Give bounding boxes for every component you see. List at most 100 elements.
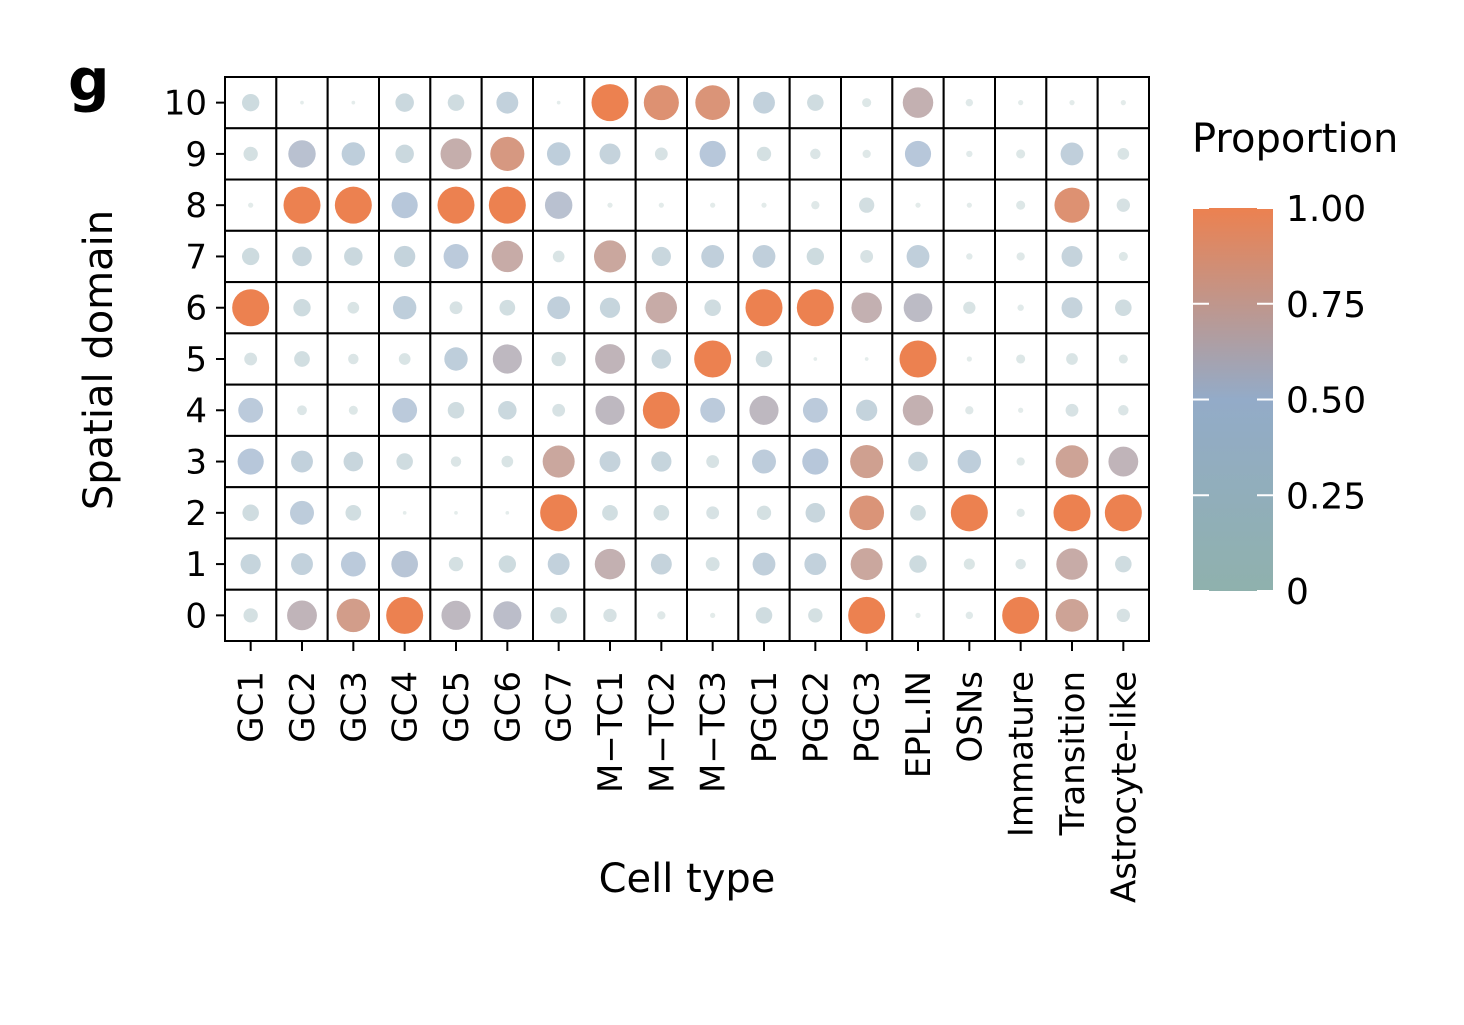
dot-0-PGC2 xyxy=(808,608,823,623)
y-tick-label: 0 xyxy=(185,596,207,636)
dot-8-M−TC2 xyxy=(658,202,664,208)
dot-4-GC7 xyxy=(552,403,566,417)
dot-0-OSNs xyxy=(965,611,974,620)
dot-3-GC3 xyxy=(343,451,364,472)
x-tick-label: M−TC3 xyxy=(694,671,734,793)
dot-0-M−TC2 xyxy=(657,611,666,620)
dot-3-GC4 xyxy=(396,453,413,470)
colorbar-tick-label: 0 xyxy=(1286,572,1309,613)
dot-5-M−TC1 xyxy=(595,344,625,374)
dot-1-M−TC2 xyxy=(650,553,672,575)
dot-8-GC7 xyxy=(544,191,573,219)
dot-1-OSNs xyxy=(963,558,975,570)
dot-7-GC7 xyxy=(552,250,565,263)
dot-1-M−TC1 xyxy=(594,548,626,580)
dot-7-PGC1 xyxy=(752,245,776,268)
grid-cell xyxy=(429,281,483,335)
dot-5-Transition xyxy=(1066,353,1078,365)
dot-5-PGC1 xyxy=(755,350,773,368)
dot-9-Immature xyxy=(1016,149,1026,159)
colorbar-tick-label: 1.00 xyxy=(1286,189,1366,230)
dot-8-M−TC1 xyxy=(607,202,613,208)
x-tick-label: Immature xyxy=(1002,671,1042,837)
dot-10-GC7 xyxy=(556,100,561,105)
y-tick-label: 6 xyxy=(185,289,207,329)
dot-5-EPL.IN xyxy=(899,340,937,378)
grid-cells xyxy=(224,76,1150,643)
dot-6-PGC1 xyxy=(745,289,783,327)
dot-2-GC6 xyxy=(505,510,510,515)
dot-4-GC5 xyxy=(447,401,465,419)
dot-7-GC6 xyxy=(491,240,524,273)
dot-3-Immature xyxy=(1016,457,1025,466)
panel-label: g xyxy=(68,46,110,114)
dot-8-Transition xyxy=(1054,187,1090,223)
dot-9-M−TC2 xyxy=(654,147,668,161)
dot-6-Astrocyte-like xyxy=(1115,299,1132,317)
dot-9-M−TC3 xyxy=(699,140,726,167)
dot-10-M−TC3 xyxy=(695,85,731,120)
dot-3-PGC2 xyxy=(802,448,829,475)
y-tick-label: 7 xyxy=(185,237,207,277)
dot-4-PGC1 xyxy=(749,395,779,425)
dot-6-GC7 xyxy=(547,296,571,320)
dot-6-M−TC2 xyxy=(645,292,678,324)
dot-4-M−TC1 xyxy=(595,395,625,425)
dot-9-EPL.IN xyxy=(904,140,932,167)
dot-5-PGC2 xyxy=(813,357,818,361)
dot-8-GC3 xyxy=(334,186,372,224)
dot-6-GC1 xyxy=(232,289,270,327)
dot-7-M−TC3 xyxy=(701,245,725,268)
dot-7-GC4 xyxy=(394,245,416,268)
dot-0-GC6 xyxy=(493,601,522,630)
grid-cell xyxy=(1096,537,1150,591)
dot-10-M−TC1 xyxy=(591,84,629,122)
dot-2-M−TC2 xyxy=(653,504,670,521)
dot-4-Astrocyte-like xyxy=(1118,405,1129,416)
dot-9-Astrocyte-like xyxy=(1117,148,1130,160)
dot-1-PGC1 xyxy=(752,552,776,576)
dot-10-PGC3 xyxy=(862,98,872,108)
dot-8-GC6 xyxy=(488,186,526,224)
dot-9-GC1 xyxy=(243,146,258,162)
dot-1-GC7 xyxy=(547,553,570,576)
dot-0-M−TC3 xyxy=(710,612,716,618)
dot-9-GC7 xyxy=(546,142,571,166)
dot-6-GC5 xyxy=(449,301,463,315)
dot-8-GC4 xyxy=(391,192,418,219)
x-tick-label: GC2 xyxy=(283,671,323,743)
dot-3-GC2 xyxy=(291,450,313,473)
dot-0-GC5 xyxy=(441,600,471,630)
dot-4-OSNs xyxy=(965,406,974,415)
y-tick-label: 8 xyxy=(185,186,207,226)
x-axis: GC1 GC2 GC3 GC4 GC5 GC6 GC7 M−TC1 M−TC2 M−TC3 PGC1… xyxy=(232,641,1144,903)
dot-5-Astrocyte-like xyxy=(1118,354,1128,364)
dot-1-GC4 xyxy=(391,550,419,578)
dot-5-GC6 xyxy=(492,344,522,374)
dot-10-Transition xyxy=(1069,100,1075,106)
dot-6-PGC2 xyxy=(796,289,834,327)
x-tick-label: Transition xyxy=(1053,671,1093,836)
dot-2-PGC3 xyxy=(849,495,885,531)
dot-6-Immature xyxy=(1017,304,1024,311)
dot-10-EPL.IN xyxy=(902,87,934,118)
dot-10-OSNs xyxy=(965,98,974,107)
dot-2-Immature xyxy=(1016,508,1025,517)
dot-6-OSNs xyxy=(963,301,976,314)
dot-3-M−TC1 xyxy=(599,451,621,473)
dot-8-OSNs xyxy=(966,202,972,208)
dot-4-GC3 xyxy=(348,405,358,415)
x-tick-label: M−TC1 xyxy=(591,671,631,793)
colorbar-tick-label: 0.75 xyxy=(1286,285,1366,326)
dot-0-GC1 xyxy=(243,608,258,623)
dot-7-GC5 xyxy=(443,244,469,269)
dot-6-Transition xyxy=(1061,297,1083,319)
dot-10-Immature xyxy=(1018,100,1024,106)
dot-0-Immature xyxy=(1002,596,1040,634)
dot-7-EPL.IN xyxy=(906,245,930,268)
dot-10-PGC2 xyxy=(807,94,824,111)
dot-3-M−TC2 xyxy=(651,451,672,472)
dot-8-Immature xyxy=(1016,200,1026,210)
dots xyxy=(232,84,1142,634)
